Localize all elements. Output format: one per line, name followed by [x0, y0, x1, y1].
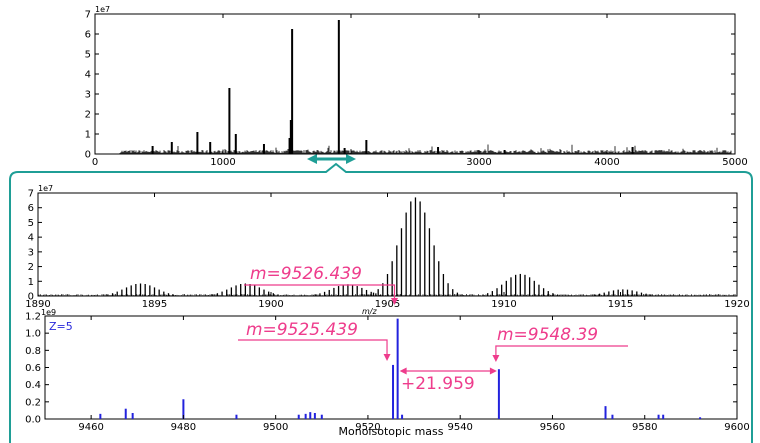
- zoomed-y-tick-label: 3: [28, 247, 34, 258]
- annotations: m=9526.439 m=9525.439 m=9548.39 +21.959: [238, 264, 628, 394]
- mass-x-tick-label: 9540: [447, 422, 472, 433]
- zoomed-x-tick-label: 1915: [608, 299, 633, 310]
- zoomed-y-tick-label: 5: [28, 218, 34, 229]
- zoom-connector: [9, 154, 753, 443]
- overview-axes: 0 1000 3000 4000 5000 0 1 2 3 4 5 6 7: [85, 10, 748, 169]
- annotation-arrows: [238, 284, 628, 375]
- charge-state-legend: Z=5: [49, 320, 73, 333]
- annotation-line-m-9526: [244, 284, 396, 300]
- zoomed-y-tick-label: 6: [28, 203, 34, 214]
- mass-x-axis-label: Monoisotopic mass: [339, 425, 444, 438]
- mass-y-tick-label: 0.4: [25, 380, 41, 391]
- mass-y-tick-label: 0.8: [25, 346, 41, 357]
- annotation-line-m-9525: [238, 339, 388, 356]
- annotation-m-9526: m=9526.439: [250, 264, 362, 284]
- zoomed-y-tick-label: 4: [28, 233, 34, 244]
- zoomed-y-tick-label: 2: [28, 262, 34, 273]
- annotation-arrowhead: [492, 355, 500, 362]
- zoomed-y-tick-label: 1: [28, 277, 34, 288]
- mass-y-tick-label: 0.0: [25, 415, 41, 426]
- zoomed-y-tick-label: 7: [28, 189, 34, 200]
- overview-y-tick-label: 0: [85, 150, 91, 161]
- mass-x-tick-label: 9600: [724, 422, 749, 433]
- overview-y-tick-label: 7: [85, 10, 91, 21]
- overview-spectrum-panel: 0 1000 3000 4000 5000 0 1 2 3 4 5 6 7 1e7: [85, 5, 748, 168]
- zoomed-x-tick-label: 1890: [25, 299, 50, 310]
- overview-x-tick-label: 4000: [594, 157, 619, 168]
- overview-noise: [119, 144, 732, 154]
- mass-x-tick-label: 9480: [171, 422, 196, 433]
- mass-bars: [99, 318, 702, 419]
- zoomed-spectrum-line: [38, 197, 736, 296]
- overview-plot-frame: [94, 13, 736, 155]
- delta-arrowhead-right: [489, 367, 497, 375]
- mass-plot-frame: [44, 315, 738, 420]
- overview-x-tick-label: 0: [92, 157, 98, 168]
- zoomed-x-axis-label: m/z: [362, 307, 377, 316]
- annotation-line-m-9548: [495, 345, 628, 357]
- overview-x-tick-label: 1000: [210, 157, 235, 168]
- zoom-frame: [9, 162, 753, 443]
- annotation-m-9525: m=9525.439: [246, 320, 358, 340]
- mass-x-tick-label: 9460: [78, 422, 103, 433]
- mass-y-tick-label: 0.2: [25, 397, 41, 408]
- zoomed-x-tick-label: 1920: [724, 299, 749, 310]
- mass-y-exponent: 1e9: [41, 308, 56, 317]
- mass-x-tick-label: 9560: [540, 422, 565, 433]
- mass-y-tick-label: 1.0: [25, 329, 41, 340]
- overview-y-tick-label: 1: [85, 130, 91, 141]
- overview-y-tick-label: 6: [85, 30, 91, 41]
- zoom-arrow-right: [346, 154, 356, 164]
- overview-y-tick-label: 3: [85, 90, 91, 101]
- deconvolved-mass-panel: 9460 9480 9500 9520 9540 9560 9580 9600 0.0 0.2 0.…: [25, 308, 750, 438]
- zoomed-x-tick-label: 1900: [258, 299, 283, 310]
- zoomed-y-exponent: 1e7: [38, 184, 53, 193]
- overview-y-tick-label: 5: [85, 50, 91, 61]
- overview-x-tick-label: 3000: [466, 157, 491, 168]
- overview-spectrum-line: [119, 20, 732, 154]
- annotation-arrowhead: [383, 354, 391, 361]
- annotation-m-9548: m=9548.39: [497, 325, 598, 345]
- annotation-arrowhead: [390, 298, 398, 305]
- delta-arrowhead-left: [399, 367, 407, 375]
- zoomed-x-tick-label: 1905: [375, 299, 400, 310]
- zoom-arrow-left: [307, 154, 317, 164]
- mass-x-tick-label: 9520: [355, 422, 380, 433]
- zoomed-x-tick-label: 1895: [142, 299, 167, 310]
- mass-axes: 9460 9480 9500 9520 9540 9560 9580 9600 0.0 0.2 0.…: [25, 312, 750, 434]
- overview-y-exponent: 1e7: [95, 5, 110, 14]
- overview-x-tick-label: 5000: [722, 157, 747, 168]
- mass-y-tick-label: 1.2: [25, 312, 41, 323]
- mass-x-tick-label: 9580: [632, 422, 657, 433]
- zoomed-spectrum-panel: 1890 1895 1900 1905 1910 1915 1920 0 1 2 3 4 5 6 7 1e7…: [25, 184, 749, 316]
- mass-difference-label: +21.959: [401, 374, 475, 394]
- zoomed-axes: 1890 1895 1900 1905 1910 1915 1920 0 1 2 3 4 5 6 7: [25, 189, 749, 311]
- zoomed-y-tick-label: 0: [28, 292, 34, 303]
- mass-x-tick-label: 9500: [263, 422, 288, 433]
- mass-y-tick-label: 0.6: [25, 363, 41, 374]
- zoomed-x-tick-label: 1910: [491, 299, 516, 310]
- overview-y-tick-label: 4: [85, 70, 91, 81]
- overview-y-tick-label: 2: [85, 110, 91, 121]
